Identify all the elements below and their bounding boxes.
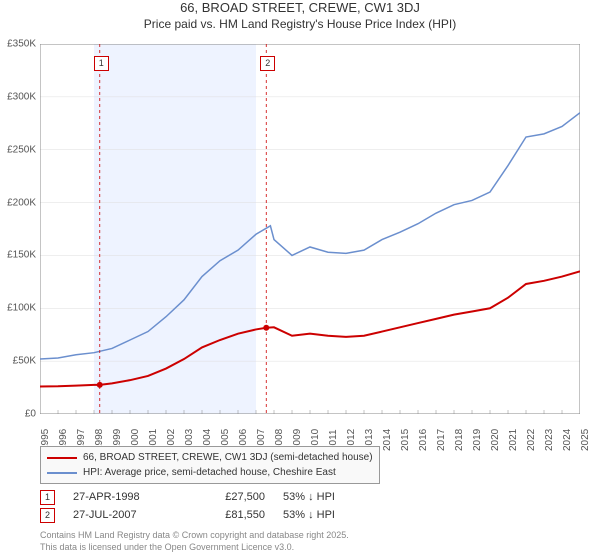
x-axis-tick: 2007	[256, 411, 267, 451]
sale-date: 27-JUL-2007	[73, 509, 183, 521]
legend-swatch-1	[47, 472, 77, 474]
legend-label-0: 66, BROAD STREET, CREWE, CW1 3DJ (semi-d…	[83, 450, 373, 465]
x-axis-tick: 1998	[94, 411, 105, 451]
chart-titles: 66, BROAD STREET, CREWE, CW1 3DJ Price p…	[0, 0, 600, 32]
data-row: 2 27-JUL-2007 £81,550 53% ↓ HPI	[40, 508, 373, 523]
y-axis-tick: £150K	[0, 250, 36, 261]
chart-marker-badge: 1	[94, 56, 109, 71]
x-axis-tick: 2006	[238, 411, 249, 451]
x-axis-tick: 2021	[508, 411, 519, 451]
x-axis-tick: 2015	[400, 411, 411, 451]
x-axis-tick: 1995	[40, 411, 51, 451]
chart-marker-badge: 2	[260, 56, 275, 71]
x-axis-tick: 2020	[490, 411, 501, 451]
x-axis-tick: 2019	[472, 411, 483, 451]
x-axis-tick: 2001	[148, 411, 159, 451]
legend: 66, BROAD STREET, CREWE, CW1 3DJ (semi-d…	[40, 446, 380, 484]
title-sub: Price paid vs. HM Land Registry's House …	[0, 17, 600, 33]
sale-pct-vs-hpi: 53% ↓ HPI	[283, 491, 373, 503]
x-axis-tick: 2025	[580, 411, 591, 451]
x-axis-tick: 2011	[328, 411, 339, 451]
license-line-2: This data is licensed under the Open Gov…	[40, 542, 349, 554]
x-axis-tick: 2016	[418, 411, 429, 451]
x-axis-tick: 1999	[112, 411, 123, 451]
data-row: 1 27-APR-1998 £27,500 53% ↓ HPI	[40, 490, 373, 505]
x-axis-tick: 2023	[544, 411, 555, 451]
legend-swatch-0	[47, 457, 77, 459]
y-axis-tick: £300K	[0, 91, 36, 102]
x-axis-tick: 1996	[58, 411, 69, 451]
marker-badge: 1	[40, 490, 55, 505]
y-axis-tick: £100K	[0, 303, 36, 314]
x-axis-tick: 2010	[310, 411, 321, 451]
x-axis-tick: 2005	[220, 411, 231, 451]
legend-row: HPI: Average price, semi-detached house,…	[47, 465, 373, 480]
sale-price: £81,550	[201, 509, 265, 521]
x-axis-tick: 2014	[382, 411, 393, 451]
title-main: 66, BROAD STREET, CREWE, CW1 3DJ	[0, 0, 600, 17]
x-axis-tick: 2002	[166, 411, 177, 451]
legend-label-1: HPI: Average price, semi-detached house,…	[83, 465, 336, 480]
data-table: 1 27-APR-1998 £27,500 53% ↓ HPI 2 27-JUL…	[40, 490, 373, 526]
sale-price: £27,500	[201, 491, 265, 503]
x-axis-tick: 2012	[346, 411, 357, 451]
x-axis-tick: 1997	[76, 411, 87, 451]
x-axis-tick: 2009	[292, 411, 303, 451]
x-axis-tick: 2000	[130, 411, 141, 451]
y-axis-tick: £200K	[0, 197, 36, 208]
x-axis-tick: 2013	[364, 411, 375, 451]
chart-svg	[40, 44, 580, 414]
marker-badge: 2	[40, 508, 55, 523]
chart-area: £0£50K£100K£150K£200K£250K£300K£350K1995…	[40, 44, 580, 414]
legend-row: 66, BROAD STREET, CREWE, CW1 3DJ (semi-d…	[47, 450, 373, 465]
x-axis-tick: 2003	[184, 411, 195, 451]
y-axis-tick: £50K	[0, 356, 36, 367]
sale-pct-vs-hpi: 53% ↓ HPI	[283, 509, 373, 521]
x-axis-tick: 2022	[526, 411, 537, 451]
sale-date: 27-APR-1998	[73, 491, 183, 503]
y-axis-tick: £350K	[0, 39, 36, 50]
y-axis-tick: £250K	[0, 144, 36, 155]
license-line-1: Contains HM Land Registry data © Crown c…	[40, 530, 349, 542]
x-axis-tick: 2018	[454, 411, 465, 451]
license-text: Contains HM Land Registry data © Crown c…	[40, 530, 349, 553]
x-axis-tick: 2004	[202, 411, 213, 451]
y-axis-tick: £0	[0, 409, 36, 420]
x-axis-tick: 2017	[436, 411, 447, 451]
x-axis-tick: 2008	[274, 411, 285, 451]
x-axis-tick: 2024	[562, 411, 573, 451]
